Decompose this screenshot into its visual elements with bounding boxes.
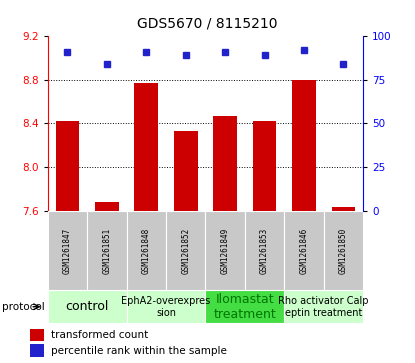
Text: transformed count: transformed count xyxy=(51,330,148,340)
Text: GSM1261848: GSM1261848 xyxy=(142,227,151,274)
Bar xyxy=(332,207,355,211)
Bar xyxy=(95,202,119,211)
Text: GDS5670 / 8115210: GDS5670 / 8115210 xyxy=(137,16,278,30)
Text: EphA2-overexpres
sion: EphA2-overexpres sion xyxy=(121,296,211,318)
Text: GSM1261849: GSM1261849 xyxy=(221,227,229,274)
Text: GSM1261853: GSM1261853 xyxy=(260,227,269,274)
Bar xyxy=(292,80,316,211)
Text: GSM1261850: GSM1261850 xyxy=(339,227,348,274)
Text: percentile rank within the sample: percentile rank within the sample xyxy=(51,346,226,355)
Text: GSM1261851: GSM1261851 xyxy=(103,227,111,274)
Text: Ilomastat
treatment: Ilomastat treatment xyxy=(213,293,276,321)
Bar xyxy=(284,211,324,290)
Text: GSM1261846: GSM1261846 xyxy=(300,227,308,274)
Bar xyxy=(205,290,284,323)
Bar xyxy=(205,211,245,290)
Bar xyxy=(56,121,79,211)
Bar xyxy=(127,290,205,323)
Bar xyxy=(174,131,198,211)
Bar xyxy=(324,211,363,290)
Bar xyxy=(127,211,166,290)
Bar xyxy=(48,290,127,323)
Bar xyxy=(166,211,205,290)
Text: GSM1261852: GSM1261852 xyxy=(181,227,190,274)
Bar xyxy=(213,116,237,211)
Bar xyxy=(245,211,284,290)
Bar xyxy=(48,211,87,290)
Text: GSM1261847: GSM1261847 xyxy=(63,227,72,274)
Bar xyxy=(134,83,158,211)
Text: control: control xyxy=(66,300,109,313)
Text: protocol: protocol xyxy=(2,302,45,312)
Bar xyxy=(30,329,44,341)
Text: Rho activator Calp
eptin treatment: Rho activator Calp eptin treatment xyxy=(278,296,369,318)
Bar xyxy=(87,211,127,290)
Bar xyxy=(30,344,44,357)
Bar xyxy=(284,290,363,323)
Bar xyxy=(253,121,276,211)
